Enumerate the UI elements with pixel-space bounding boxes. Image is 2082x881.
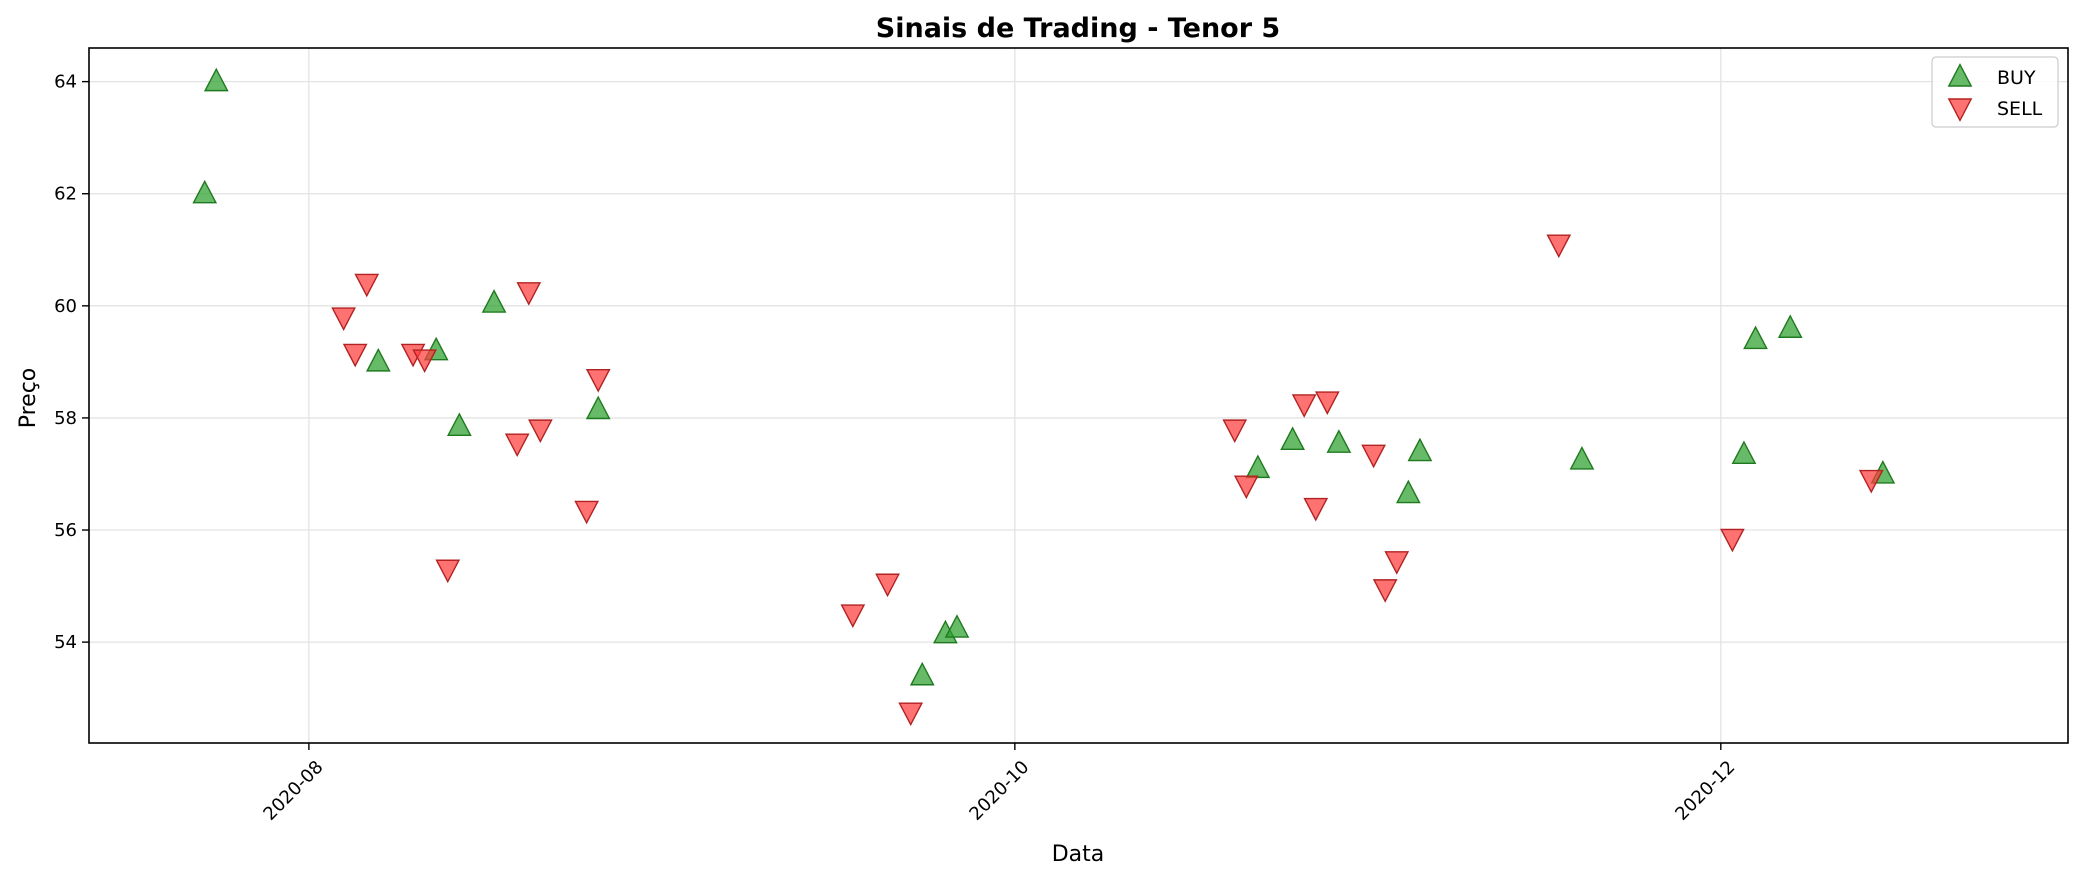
sell-point <box>875 573 900 598</box>
axis-ticks: 2020-08 2020-10 2020-12 54 56 58 60 62 64 <box>54 72 1739 825</box>
sell-point <box>354 273 380 298</box>
x-axis-label: Data <box>1052 842 1105 867</box>
buy-point <box>203 67 229 92</box>
legend-label-sell: SELL <box>1997 98 2043 120</box>
sell-point <box>1720 528 1745 553</box>
sell-point <box>504 433 530 458</box>
sell-point <box>1222 419 1248 444</box>
y-tick-label: 56 <box>54 520 77 541</box>
buy-point <box>446 412 472 437</box>
sell-point <box>1303 497 1329 522</box>
sell-point <box>527 419 553 444</box>
y-tick-label: 60 <box>54 296 77 317</box>
buy-point <box>192 179 218 204</box>
sell-point <box>1314 391 1340 416</box>
sell-point <box>342 343 368 368</box>
buy-point <box>365 347 391 372</box>
sell-point <box>412 349 437 373</box>
sell-point <box>331 307 356 331</box>
buy-point <box>1731 440 1757 465</box>
sell-point <box>1291 394 1317 418</box>
sell-point <box>516 282 542 306</box>
sell-point <box>574 500 599 525</box>
legend-marker-sell <box>1947 98 1973 122</box>
sell-point <box>840 604 866 628</box>
buy-point <box>1326 429 1352 453</box>
y-tick-label: 64 <box>54 72 77 93</box>
y-tick-label: 54 <box>54 632 77 653</box>
sell-point <box>1384 551 1410 575</box>
buy-point <box>909 661 935 686</box>
sell-point <box>1858 469 1884 494</box>
legend-marker-buy <box>1947 63 1973 87</box>
buy-point <box>1569 446 1595 470</box>
plot-area-frame <box>88 47 2069 744</box>
buy-point <box>1777 314 1803 338</box>
buy-point <box>1280 426 1305 451</box>
sell-point <box>585 368 611 393</box>
sell-point <box>898 702 924 727</box>
buy-point <box>1407 437 1433 462</box>
chart-title: Sinais de Trading - Tenor 5 <box>876 13 1280 44</box>
grid <box>89 48 2068 743</box>
sell-point <box>1546 234 1572 259</box>
buy-point <box>1395 479 1421 504</box>
legend-label-buy: BUY <box>1997 67 2036 89</box>
x-tick-label: 2020-10 <box>965 757 1033 825</box>
y-tick-label: 62 <box>54 184 77 205</box>
x-tick-label: 2020-08 <box>259 757 327 825</box>
buy-point <box>1743 325 1768 350</box>
y-tick-label: 58 <box>54 408 77 429</box>
buy-point <box>1245 454 1271 479</box>
buy-point <box>481 289 507 313</box>
legend: BUY SELL <box>1931 56 2059 128</box>
buy-point <box>944 614 970 638</box>
buy-point <box>585 395 611 420</box>
sell-point <box>1361 444 1386 469</box>
data-points <box>192 67 1896 727</box>
sell-point <box>1233 475 1259 500</box>
x-tick-label: 2020-12 <box>1671 757 1739 825</box>
sell-point <box>1372 579 1398 603</box>
sell-point <box>435 559 461 584</box>
y-axis-label: Preço <box>16 368 41 429</box>
